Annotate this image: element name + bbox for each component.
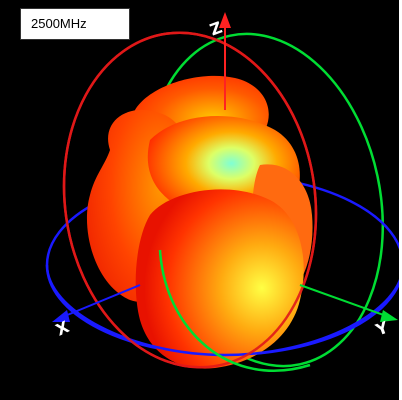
x-axis-line xyxy=(59,284,141,319)
frequency-label-box: 2500MHz xyxy=(20,8,130,40)
z-axis-arrow xyxy=(219,12,231,28)
x-ring-front xyxy=(45,264,402,357)
x-axis-label: X xyxy=(53,317,73,340)
right-border xyxy=(399,0,402,400)
z-ring-front xyxy=(62,31,318,369)
lobe-front xyxy=(135,189,304,369)
radiation-lobes xyxy=(86,75,313,369)
x-axis-arrow xyxy=(52,310,70,322)
y-ring-front xyxy=(158,249,311,372)
frequency-label: 2500MHz xyxy=(31,16,87,31)
y-axis-arrow xyxy=(380,310,398,322)
y-axis-line xyxy=(299,284,393,319)
